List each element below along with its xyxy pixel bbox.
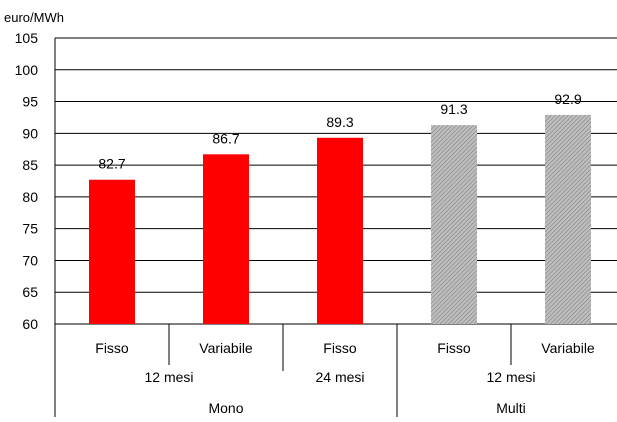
group-label: 12 mesi (144, 369, 193, 385)
x-tick-label: Variabile (199, 340, 253, 356)
bar (89, 179, 135, 324)
data-labels: 82.7 86.7 89.3 91.3 92.9 (98, 91, 581, 172)
y-tick-label: 80 (22, 189, 38, 205)
bar (317, 137, 363, 324)
y-tick-labels: 60 65 70 75 80 85 90 95 100 105 (15, 30, 39, 332)
x-tick-label: Fisso (323, 340, 357, 356)
category-axis: Fisso Variabile Fisso Fisso Variabile 12 mesi… (54, 38, 595, 420)
x-tick-label: Fisso (437, 340, 471, 356)
y-tick-label: 100 (15, 62, 39, 78)
x-tick-label: Fisso (95, 340, 129, 356)
y-tick-label: 105 (15, 30, 39, 46)
group-label: Multi (496, 400, 526, 416)
data-label: 89.3 (326, 114, 353, 130)
bar (545, 114, 591, 324)
group-label: Mono (208, 400, 243, 416)
data-label: 86.7 (212, 130, 239, 146)
y-tick-label: 95 (22, 94, 38, 110)
y-tick-label: 60 (22, 316, 38, 332)
bar (431, 125, 477, 325)
y-tick-label: 75 (22, 221, 38, 237)
y-tick-label: 90 (22, 125, 38, 141)
y-tick-label: 85 (22, 157, 38, 173)
data-label: 91.3 (440, 101, 467, 117)
bar (203, 154, 249, 324)
bars (89, 114, 591, 325)
group-label: 24 mesi (315, 369, 364, 385)
group-label: 12 mesi (486, 369, 535, 385)
data-label: 92.9 (554, 91, 581, 107)
data-label: 82.7 (98, 156, 125, 172)
y-axis-label: euro/MWh (4, 10, 64, 25)
x-tick-label: Variabile (541, 340, 595, 356)
y-tick-label: 70 (22, 252, 38, 268)
y-tick-label: 65 (22, 284, 38, 300)
